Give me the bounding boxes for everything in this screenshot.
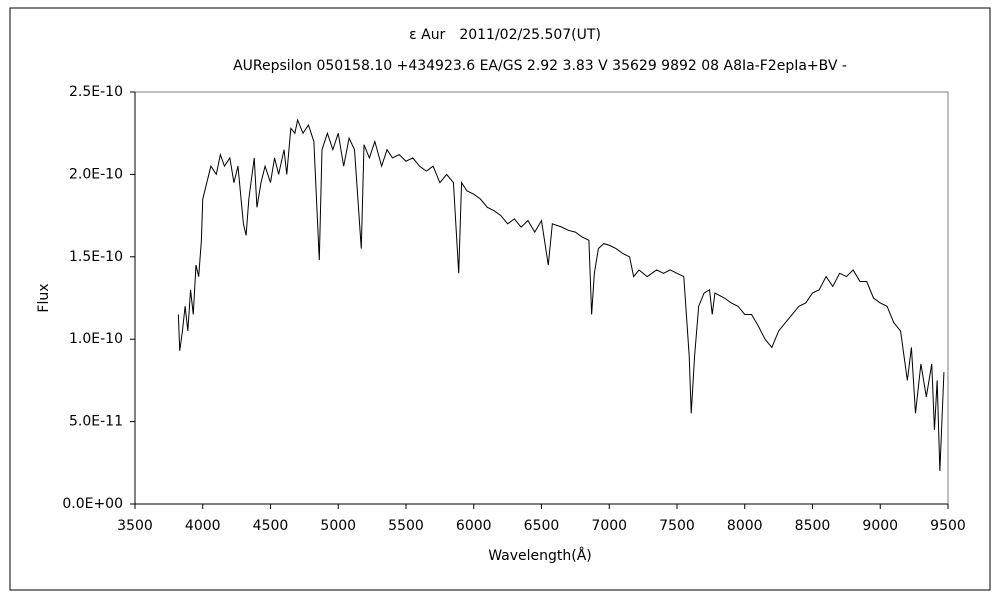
y-tick-label: 0.0E+00 (62, 496, 123, 512)
x-tick-label: 9500 (930, 518, 966, 534)
x-tick-label: 6000 (456, 518, 492, 534)
x-tick-label: 7500 (659, 518, 695, 534)
x-tick-label: 4500 (253, 518, 289, 534)
y-axis-label: Flux (36, 283, 52, 312)
chart-subtitle: AURepsilon 050158.10 +434923.6 EA/GS 2.9… (233, 58, 847, 74)
x-tick-label: 3500 (117, 518, 153, 534)
x-tick-label: 4000 (185, 518, 221, 534)
chart-title: ε Aur 2011/02/25.507(UT) (409, 27, 601, 43)
chart-frame (9, 7, 991, 591)
y-tick-label: 5.0E-11 (69, 414, 123, 430)
x-tick-label: 7000 (591, 518, 627, 534)
y-tick-label: 1.5E-10 (69, 249, 123, 265)
x-tick-label: 5500 (388, 518, 424, 534)
x-tick-label: 8000 (727, 518, 763, 534)
x-tick-label: 6500 (524, 518, 560, 534)
y-tick-label: 1.0E-10 (69, 331, 123, 347)
x-tick-label: 5000 (320, 518, 356, 534)
y-tick-label: 2.0E-10 (69, 166, 123, 182)
x-tick-label: 8500 (795, 518, 831, 534)
x-axis-label: Wavelength(Å) (488, 547, 592, 564)
x-tick-label: 9000 (862, 518, 898, 534)
spectrum-line (177, 118, 945, 472)
y-tick-label: 2.5E-10 (69, 84, 123, 100)
